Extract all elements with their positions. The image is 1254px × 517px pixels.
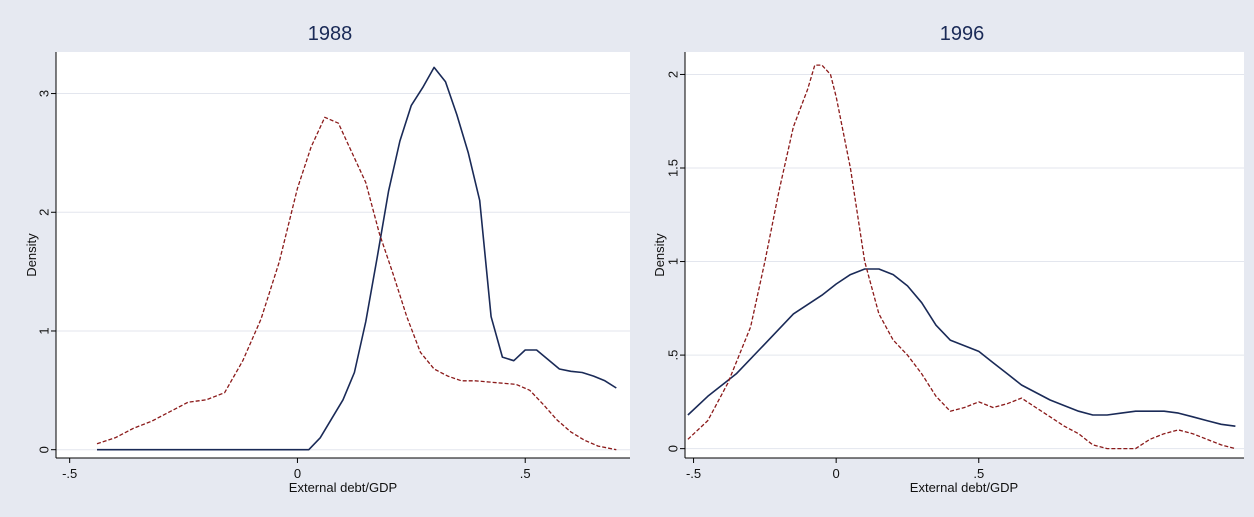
x-tick-label: -.5 bbox=[62, 466, 77, 481]
panel-title: 1988 bbox=[308, 23, 353, 45]
density-line-dashed bbox=[96, 116, 617, 451]
panel-title: 1996 bbox=[940, 23, 985, 45]
x-tick-label: -.5 bbox=[686, 466, 701, 481]
x-axis-label: External debt/GDP bbox=[910, 480, 1018, 495]
x-tick-label: .5 bbox=[520, 466, 531, 481]
x-tick-label: .5 bbox=[973, 466, 984, 481]
y-tick-label: 0 bbox=[666, 445, 681, 452]
y-tick-label: 1.5 bbox=[666, 159, 681, 177]
y-tick-label: 0 bbox=[37, 446, 52, 453]
x-axis-label: External debt/GDP bbox=[289, 480, 397, 495]
x-tick-label: 0 bbox=[833, 466, 840, 481]
y-tick-label: .5 bbox=[666, 350, 681, 361]
series-lines bbox=[96, 66, 617, 451]
axis-ticks: 0 1 2 3 -.5 0 .5 bbox=[37, 90, 531, 481]
y-tick-label: 2 bbox=[37, 209, 52, 216]
y-tick-label: 3 bbox=[37, 90, 52, 97]
series-lines bbox=[687, 64, 1236, 450]
density-line-solid bbox=[687, 268, 1236, 427]
y-axis-label: Density bbox=[652, 233, 667, 277]
x-tick-label: 0 bbox=[294, 466, 301, 481]
y-tick-label: 2 bbox=[666, 71, 681, 78]
density-line-solid bbox=[97, 66, 617, 451]
gridlines bbox=[685, 73, 1244, 450]
y-tick-label: 1 bbox=[666, 258, 681, 265]
axis-ticks: 0 .5 1 1.5 2 -.5 0 .5 bbox=[666, 71, 985, 481]
plot-area bbox=[685, 52, 1244, 458]
density-line-dashed bbox=[687, 64, 1236, 450]
panel-1988: 1988 0 1 2 3 -.5 0 .5 External debt/GDP Densit… bbox=[24, 23, 630, 495]
y-axis-label: Density bbox=[24, 233, 39, 277]
panel-1996: 1996 0 .5 1 1.5 2 -.5 0 .5 External debt/GDP De… bbox=[652, 23, 1244, 495]
plot-area bbox=[56, 52, 630, 458]
y-tick-label: 1 bbox=[37, 327, 52, 334]
